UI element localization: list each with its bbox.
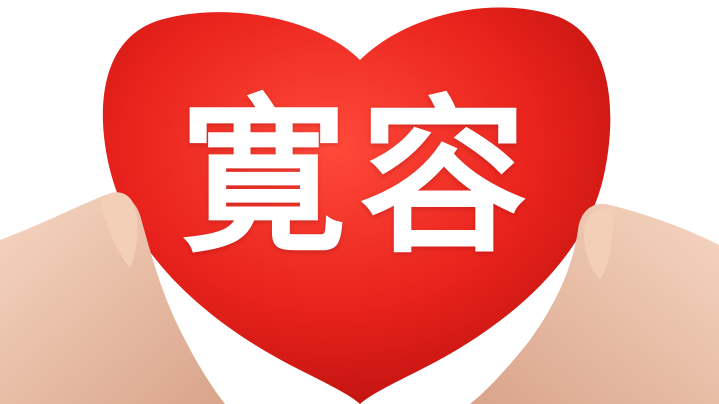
right-thumb <box>583 208 613 280</box>
right-hand <box>470 203 719 404</box>
red-heart <box>102 7 611 404</box>
caption-text: 寛容 <box>179 80 540 276</box>
left-thumb <box>100 192 138 268</box>
left-hand <box>0 193 225 404</box>
